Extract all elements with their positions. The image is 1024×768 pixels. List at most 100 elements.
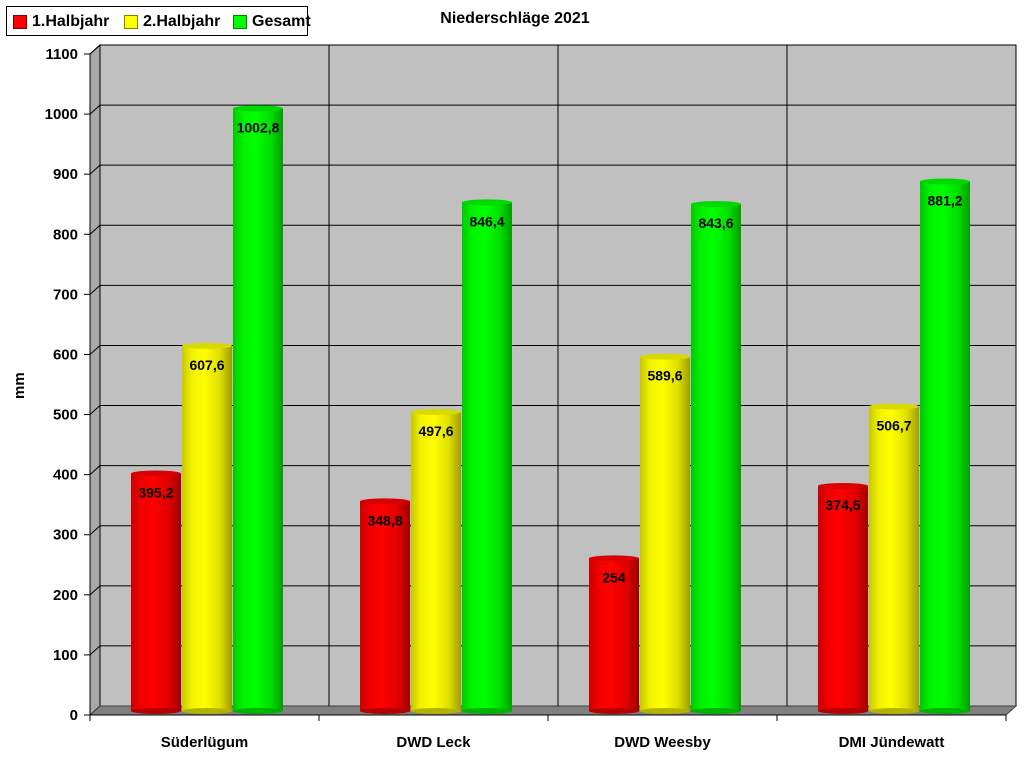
bar-data-label: 374,5: [825, 497, 860, 513]
bar-1-halbjahr-3: [589, 555, 639, 714]
plot-side-wall: [89, 43, 101, 717]
bar-gesamt-3: [691, 201, 741, 714]
bar-body: [818, 485, 868, 711]
bar-top-cap: [691, 201, 741, 208]
bar-data-label: 607,6: [189, 357, 224, 373]
y-tick-label: 400: [53, 467, 78, 484]
bar-2-halbjahr-4: [869, 403, 919, 714]
bar-1-halbjahr-2: [360, 498, 410, 714]
legend-item-2-halbjahr: 2.Halbjahr: [124, 13, 220, 31]
legend-label: 2.Halbjahr: [143, 13, 221, 30]
bar-bottom-cap: [360, 708, 410, 714]
bar-1-halbjahr-4: [818, 482, 868, 714]
bar-bottom-cap: [869, 708, 919, 714]
bar-data-label: 589,6: [647, 368, 682, 384]
bar-bottom-cap: [182, 708, 232, 714]
bar-top-cap: [818, 482, 868, 489]
bar-body: [589, 558, 639, 711]
bar-data-label: 1002,8: [237, 119, 280, 135]
bar-top-cap: [233, 105, 283, 112]
y-tick-label: 200: [53, 587, 78, 604]
bar-2-halbjahr-3: [640, 353, 690, 714]
bar-bottom-cap: [462, 708, 512, 714]
bar-body: [182, 345, 232, 711]
y-tick-label: 600: [53, 346, 78, 363]
gridline-side: [89, 525, 101, 536]
bar-data-label: 846,4: [469, 213, 504, 229]
bar-bottom-cap: [233, 708, 283, 714]
bar-data-label: 497,6: [418, 423, 453, 439]
y-tick-label: 1000: [45, 106, 78, 123]
bar-body: [131, 473, 181, 711]
legend-item-gesamt: Gesamt: [233, 13, 311, 31]
gridline-side: [89, 224, 101, 235]
bar-body: [462, 202, 512, 711]
y-tick-label: 0: [70, 707, 78, 724]
bar-body: [920, 181, 970, 712]
gridline-side: [89, 284, 101, 295]
bar-top-cap: [131, 470, 181, 477]
bar-top-cap: [411, 408, 461, 415]
gridline-side: [89, 44, 101, 55]
bar-gesamt-1: [233, 105, 283, 714]
bar-data-label: 843,6: [698, 215, 733, 231]
gridline-side: [89, 585, 101, 596]
y-tick-label: 900: [53, 166, 78, 183]
legend: 1.Halbjahr 2.Halbjahr Gesamt: [6, 6, 311, 36]
legend-swatch-green: [233, 15, 247, 29]
bar-top-cap: [360, 498, 410, 505]
legend-item-1-halbjahr: 1.Halbjahr: [13, 13, 109, 31]
gridline-side: [89, 405, 101, 415]
y-tick-label: 300: [53, 527, 78, 544]
x-category-label: DMI Jündewatt: [839, 734, 945, 751]
bar-data-label: 881,2: [927, 192, 962, 208]
bar-top-cap: [640, 353, 690, 360]
bar-2-halbjahr-1: [182, 342, 232, 714]
gridline-side: [89, 164, 101, 175]
bar-data-label: 506,7: [876, 418, 911, 434]
bar-bottom-cap: [640, 708, 690, 714]
bar-body: [233, 108, 283, 711]
bar-top-cap: [920, 178, 970, 185]
bar-data-label: 348,8: [367, 512, 402, 528]
bar-body: [640, 356, 690, 711]
bar-gesamt-4: [920, 178, 970, 714]
legend-label: 1.Halbjahr: [32, 13, 110, 30]
bar-bottom-cap: [691, 708, 741, 714]
chart-title: Niederschläge 2021: [440, 10, 590, 27]
bar-top-cap: [462, 199, 512, 206]
legend-label: Gesamt: [252, 13, 311, 30]
bar-1-halbjahr-1: [131, 470, 181, 714]
legend-swatch-red: [13, 15, 27, 29]
bar-bottom-cap: [589, 708, 639, 714]
x-category-label: DWD Leck: [396, 734, 471, 751]
bar-top-cap: [182, 342, 232, 349]
gridline-side: [89, 465, 101, 476]
bar-data-label: 254: [602, 569, 626, 585]
gridline-side: [89, 645, 101, 656]
bar-top-cap: [589, 555, 639, 562]
bar-bottom-cap: [920, 708, 970, 714]
x-category-label: DWD Weesby: [614, 734, 711, 751]
gridline-side: [89, 345, 101, 355]
bar-bottom-cap: [818, 708, 868, 714]
bar-body: [411, 411, 461, 711]
y-tick-label: 1100: [45, 46, 78, 63]
bar-body: [691, 204, 741, 711]
bar-bottom-cap: [411, 708, 461, 714]
y-tick-label: 500: [53, 407, 78, 424]
bar-top-cap: [869, 403, 919, 410]
y-tick-label: 800: [53, 226, 78, 243]
bar-body: [360, 501, 410, 711]
bar-body: [869, 406, 919, 711]
y-tick-label: 700: [53, 286, 78, 303]
y-tick-label: 100: [53, 647, 78, 664]
bar-2-halbjahr-2: [411, 408, 461, 714]
bar-gesamt-2: [462, 199, 512, 714]
bar-bottom-cap: [131, 708, 181, 714]
x-category-label: Süderlügum: [161, 734, 249, 751]
bar-data-label: 395,2: [138, 485, 173, 501]
legend-swatch-yellow: [124, 15, 138, 29]
